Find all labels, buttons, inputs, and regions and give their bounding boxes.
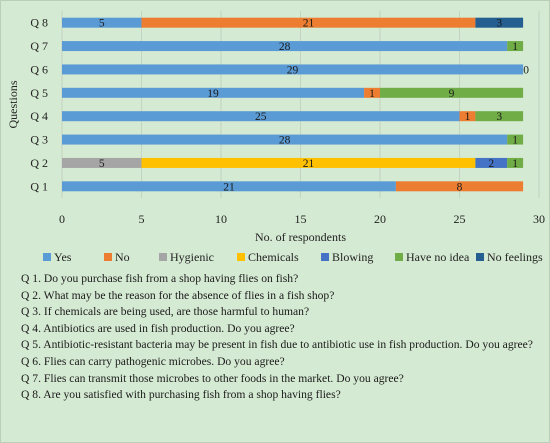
legend-label: No (115, 250, 130, 264)
bar-segment (475, 111, 524, 122)
bar-segment (62, 87, 365, 98)
data-label: 0 (523, 64, 529, 76)
data-label: 21 (303, 158, 315, 170)
question-item: Q 6. Flies can carry pathogenic microbes… (21, 354, 285, 368)
legend-label: Chemicals (248, 250, 299, 264)
bar-segment (62, 17, 142, 28)
legend-swatch (321, 253, 329, 261)
x-tick-label: 10 (215, 212, 227, 226)
legend-label: Have no idea (406, 250, 470, 264)
bar-segment (475, 157, 508, 168)
stacked-bar-chart: Q 1Q 2Q 3Q 4Q 5Q 6Q 7Q 82185212128012513… (6, 11, 545, 264)
bar-segment (62, 41, 508, 52)
question-item: Q 8. Are you satisfied with purchasing f… (21, 388, 341, 402)
bar-segment (395, 181, 524, 192)
legend-swatch (104, 253, 112, 261)
y-axis-title: Questions (6, 80, 20, 128)
x-tick-label: 5 (139, 212, 145, 226)
bar-segment (62, 181, 396, 192)
bar-segment (62, 157, 142, 168)
x-tick-label: 25 (454, 212, 466, 226)
legend-swatch (395, 253, 403, 261)
data-label: 19 (207, 88, 219, 100)
data-label: 28 (279, 41, 291, 53)
legend-label: Blowing (332, 250, 373, 264)
legend-swatch (476, 253, 484, 261)
question-item: Q 4. Antibiotics are used in fish produc… (21, 321, 295, 335)
legend-swatch (159, 253, 167, 261)
question-item: Q 7. Flies can transmit those microbes t… (21, 371, 404, 385)
bar-segment (62, 111, 460, 122)
question-item: Q 1. Do you purchase fish from a shop ha… (21, 272, 299, 285)
bar-segment (141, 157, 476, 168)
category-label: Q 3 (30, 133, 48, 147)
data-label: 1 (512, 158, 518, 170)
category-label: Q 8 (30, 16, 48, 30)
bar-segment (62, 64, 524, 75)
question-item: Q 3. If chemicals are being used, are th… (21, 305, 310, 319)
data-label: 1 (465, 111, 471, 123)
data-label: 2 (488, 158, 494, 170)
data-label: 3 (496, 111, 502, 123)
data-label: 21 (303, 18, 315, 30)
bar-segment (475, 17, 524, 28)
x-tick-label: 20 (374, 212, 386, 226)
category-label: Q 2 (30, 156, 48, 170)
data-label: 25 (255, 111, 267, 123)
bar-segment (62, 134, 508, 145)
category-label: Q 6 (30, 62, 48, 76)
data-label: 1 (512, 41, 518, 53)
data-label: 9 (449, 88, 455, 100)
bar-segment (380, 87, 524, 98)
category-label: Q 7 (30, 39, 48, 53)
data-label: 29 (287, 64, 299, 76)
question-item: Q 5. Antibiotic-resistant bacteria may b… (21, 338, 533, 352)
data-label: 8 (457, 181, 463, 193)
bar-segment (459, 111, 476, 122)
data-label: 21 (223, 181, 235, 193)
bar-segment (141, 17, 476, 28)
bar-segment (507, 41, 524, 52)
legend-label: Hygienic (170, 250, 214, 264)
bar-segment (364, 87, 380, 98)
x-tick-label: 30 (533, 212, 545, 226)
data-label: 5 (99, 158, 105, 170)
question-item: Q 2. What may be the reason for the abse… (21, 288, 335, 302)
legend-label: No feelings (487, 250, 543, 264)
bar-segment (507, 134, 524, 145)
category-label: Q 4 (30, 109, 48, 123)
legend-swatch (237, 253, 245, 261)
x-tick-label: 15 (295, 212, 307, 226)
data-label: 1 (369, 88, 375, 100)
data-label: 3 (496, 18, 502, 30)
data-label: 1 (512, 135, 518, 147)
data-label: 5 (99, 18, 105, 30)
data-label: 28 (279, 135, 291, 147)
x-tick-label: 0 (59, 212, 65, 226)
category-label: Q 1 (30, 179, 48, 193)
legend-swatch (43, 253, 51, 261)
question-list: Q 1. Do you purchase fish from a shop ha… (21, 271, 541, 404)
x-axis-title: No. of respondents (255, 230, 346, 244)
bar-segment (507, 157, 524, 168)
category-label: Q 5 (30, 86, 48, 100)
legend-label: Yes (54, 250, 72, 264)
